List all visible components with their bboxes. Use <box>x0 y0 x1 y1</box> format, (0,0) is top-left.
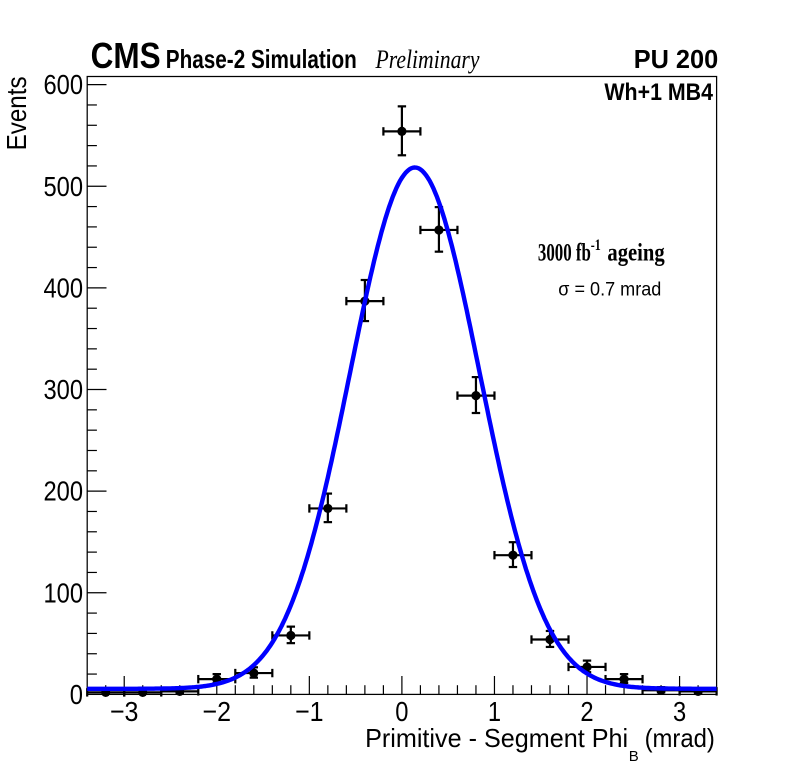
svg-text:CMS: CMS <box>91 35 161 76</box>
svg-text:B: B <box>629 748 639 765</box>
svg-text:600: 600 <box>44 69 84 100</box>
svg-text:3: 3 <box>673 696 686 727</box>
svg-text:1: 1 <box>488 696 501 727</box>
svg-text:(mrad): (mrad) <box>645 723 715 753</box>
svg-text:400: 400 <box>44 272 84 303</box>
svg-text:500: 500 <box>44 171 84 202</box>
svg-text:0: 0 <box>70 679 83 710</box>
svg-text:2: 2 <box>580 696 593 727</box>
svg-text:0: 0 <box>395 696 408 727</box>
svg-text:−3: −3 <box>110 696 139 727</box>
svg-text:PU 200: PU 200 <box>634 46 719 74</box>
svg-text:Preliminary: Preliminary <box>375 45 480 74</box>
svg-text:ageing: ageing <box>607 240 665 267</box>
svg-text:Primitive - Segment Phi: Primitive - Segment Phi <box>365 723 628 753</box>
svg-text:3000 fb: 3000 fb <box>538 240 591 267</box>
svg-text:−2: −2 <box>203 696 232 727</box>
svg-text:300: 300 <box>44 374 84 405</box>
svg-text:100: 100 <box>44 577 84 608</box>
svg-text:σ = 0.7 mrad: σ = 0.7 mrad <box>558 280 661 301</box>
svg-text:Events: Events <box>1 76 32 150</box>
svg-text:−1: −1 <box>295 696 324 727</box>
svg-text:Phase-2 Simulation: Phase-2 Simulation <box>166 46 357 74</box>
svg-text:200: 200 <box>44 476 84 507</box>
svg-text:Wh+1 MB4: Wh+1 MB4 <box>604 79 713 106</box>
svg-text:-1: -1 <box>591 237 601 254</box>
